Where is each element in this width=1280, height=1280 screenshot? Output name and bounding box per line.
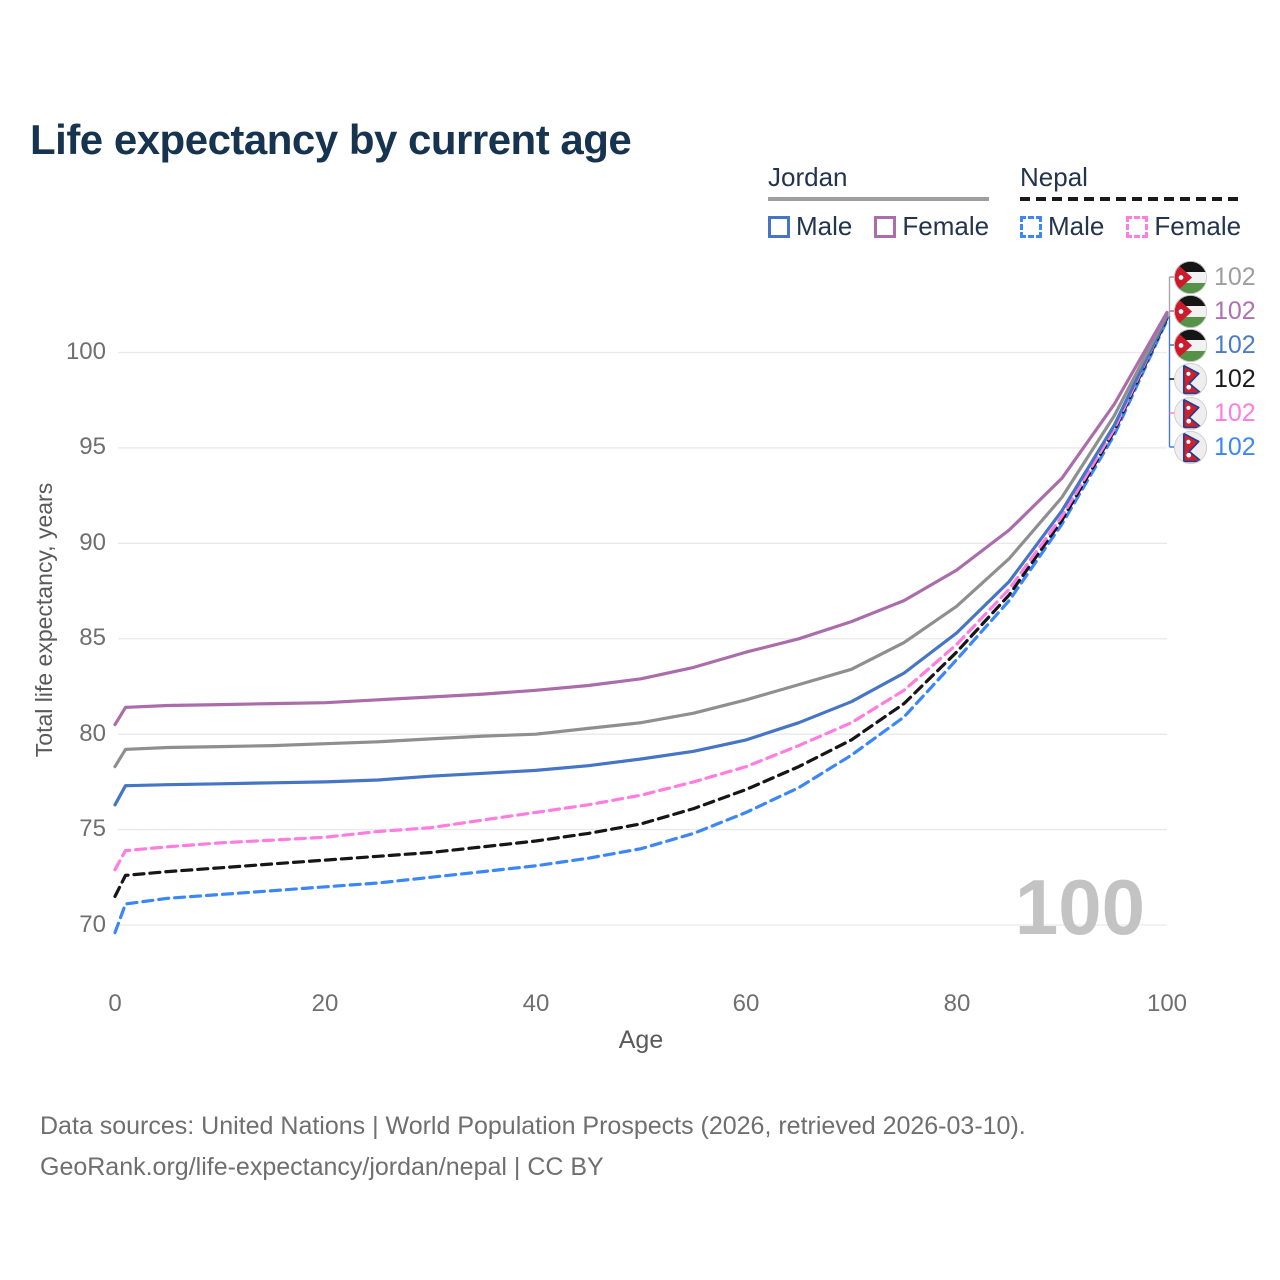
end-labels: 102 102 102 102 102 102 bbox=[1174, 260, 1256, 464]
series-line-nepal-total bbox=[113, 316, 1169, 898]
nepal-female-swatch bbox=[1126, 215, 1149, 238]
x-tick: 80 bbox=[943, 990, 971, 1017]
x-axis-label: Age bbox=[618, 1026, 664, 1054]
footer-line-2: GeoRank.org/life-expectancy/jordan/nepal… bbox=[40, 1152, 604, 1181]
legend-item-nepal-male[interactable]: Male bbox=[1020, 211, 1104, 242]
y-tick: 70 bbox=[79, 911, 106, 938]
jordan-flag-icon bbox=[1174, 295, 1207, 328]
y-tick: 100 bbox=[65, 338, 106, 365]
end-label-row-nepal-total: 102 bbox=[1174, 362, 1256, 396]
jordan-solid-line-swatch bbox=[768, 197, 990, 201]
end-label-row-jordan-total: 102 bbox=[1174, 260, 1256, 294]
jordan-flag-icon bbox=[1174, 261, 1207, 294]
y-tick: 75 bbox=[79, 815, 106, 842]
end-label-row-jordan-male: 102 bbox=[1174, 328, 1256, 362]
x-tick: 100 bbox=[1146, 990, 1188, 1017]
y-tick: 85 bbox=[79, 624, 106, 651]
jordan-female-swatch bbox=[874, 215, 897, 238]
legend-group-title: Nepal bbox=[1020, 162, 1088, 192]
jordan-male-swatch bbox=[768, 215, 790, 238]
nepal-dashed-line-swatch bbox=[1020, 197, 1242, 201]
age-watermark: 100 bbox=[1014, 863, 1146, 951]
nepal-male-swatch bbox=[1020, 215, 1042, 238]
x-tick: 40 bbox=[522, 990, 550, 1017]
legend-item-nepal-female[interactable]: Female bbox=[1126, 211, 1241, 242]
legend-group-nepal: Nepal Male Female bbox=[1020, 162, 1242, 242]
legend-item-jordan-male[interactable]: Male bbox=[768, 211, 852, 242]
series-line-nepal-female bbox=[113, 314, 1169, 872]
legend-group-jordan: Jordan Male Female bbox=[768, 162, 990, 242]
x-tick: 60 bbox=[732, 990, 760, 1017]
end-value: 102 bbox=[1214, 296, 1256, 325]
legend-item-jordan-female[interactable]: Female bbox=[874, 211, 989, 242]
end-value: 102 bbox=[1214, 398, 1256, 427]
nepal-flag-icon bbox=[1174, 431, 1207, 464]
data-source-footer: Data sources: United Nations | World Pop… bbox=[40, 1106, 1026, 1187]
y-tick: 80 bbox=[79, 720, 106, 747]
nepal-flag-icon bbox=[1174, 397, 1207, 430]
page-title: Life expectancy by current age bbox=[30, 116, 632, 164]
legend-group-title: Jordan bbox=[768, 162, 848, 192]
end-value: 102 bbox=[1214, 330, 1256, 359]
legend-item-label: Male bbox=[796, 211, 853, 241]
jordan-flag-icon bbox=[1174, 329, 1207, 362]
end-value: 102 bbox=[1214, 262, 1256, 291]
series-line-jordan-female bbox=[113, 310, 1169, 727]
end-label-row-nepal-female: 102 bbox=[1174, 396, 1256, 430]
y-tick: 90 bbox=[79, 529, 106, 556]
end-label-row-nepal-male: 102 bbox=[1174, 430, 1256, 464]
series-line-nepal-male bbox=[113, 318, 1169, 935]
legend-item-label: Female bbox=[902, 211, 990, 241]
x-tick: 0 bbox=[108, 990, 122, 1017]
footer-line-1: Data sources: United Nations | World Pop… bbox=[40, 1112, 1026, 1140]
end-label-row-jordan-female: 102 bbox=[1174, 294, 1256, 328]
series-line-jordan-male bbox=[113, 314, 1169, 807]
legend-item-label: Female bbox=[1154, 211, 1242, 241]
x-tick: 20 bbox=[311, 990, 339, 1017]
y-tick: 95 bbox=[79, 433, 106, 460]
end-value: 102 bbox=[1214, 364, 1256, 393]
y-axis-label: Total life expectancy, years bbox=[31, 482, 57, 758]
series-line-jordan-total bbox=[113, 312, 1169, 769]
nepal-flag-icon bbox=[1174, 363, 1207, 396]
end-value: 102 bbox=[1214, 432, 1256, 461]
legend-item-label: Male bbox=[1048, 211, 1105, 241]
